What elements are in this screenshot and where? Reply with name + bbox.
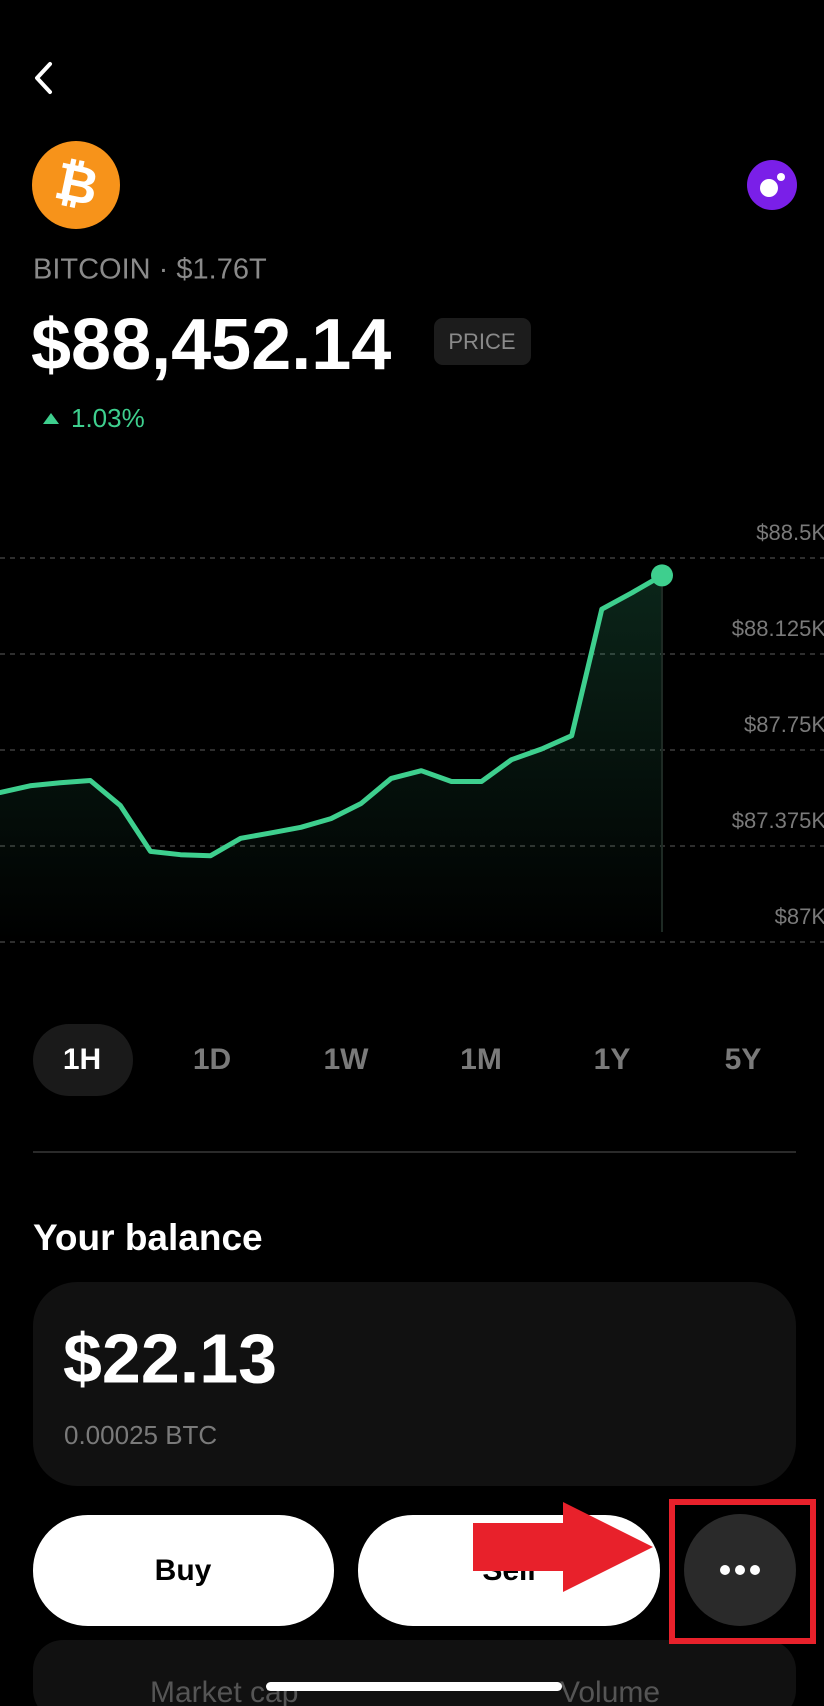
y-tick-label: $87.75K xyxy=(744,712,824,737)
balance-card xyxy=(33,1282,796,1486)
range-option[interactable]: 5Y xyxy=(725,1043,762,1076)
price-line xyxy=(0,572,665,859)
more-dot xyxy=(735,1565,745,1575)
range-option[interactable]: 1Y xyxy=(594,1043,631,1076)
buy-button[interactable] xyxy=(33,1515,334,1626)
price-area xyxy=(0,575,662,942)
range-selector: 1H 1D 1W 1M 1Y 5Y xyxy=(33,1024,761,1096)
y-tick-label: $87.375K xyxy=(732,808,824,833)
y-tick-label: $88.5K xyxy=(756,520,824,545)
stat-label: Volume xyxy=(560,1676,660,1706)
balance-title: Your balance xyxy=(33,1217,263,1258)
price-chart: $88.5K $88.125K $87.75K $87.375K $87K xyxy=(0,520,824,943)
profile-icon-dot xyxy=(760,179,778,197)
profile-icon-dot xyxy=(777,173,785,181)
change-arrow xyxy=(43,413,59,424)
coin-subtitle: BITCOIN · $1.76T xyxy=(33,254,267,286)
range-option[interactable]: 1D xyxy=(193,1043,231,1076)
price: $88,452.14 xyxy=(31,305,391,385)
y-tick-label: $87K xyxy=(775,904,824,929)
home-indicator xyxy=(266,1682,562,1691)
buy-label: Buy xyxy=(155,1554,212,1587)
last-point xyxy=(651,564,673,587)
price-badge-label: PRICE xyxy=(448,329,515,354)
back-button[interactable] xyxy=(35,62,52,94)
annotation-arrow xyxy=(473,1502,653,1592)
more-dot xyxy=(720,1565,730,1575)
stats-card xyxy=(33,1640,796,1706)
more-dot xyxy=(750,1565,760,1575)
price-change: 1.03% xyxy=(71,403,145,433)
balance-crypto: 0.00025 BTC xyxy=(64,1420,217,1450)
range-selected xyxy=(33,1024,133,1096)
balance-amount: $22.13 xyxy=(63,1319,277,1397)
y-tick-label: $88.125K xyxy=(732,616,824,641)
annotation-box xyxy=(669,1499,816,1644)
range-option[interactable]: 1H xyxy=(63,1043,101,1076)
price-badge xyxy=(434,318,531,365)
range-option[interactable]: 1W xyxy=(324,1043,370,1076)
coin-icon xyxy=(32,141,120,229)
range-option[interactable]: 1M xyxy=(460,1043,502,1076)
